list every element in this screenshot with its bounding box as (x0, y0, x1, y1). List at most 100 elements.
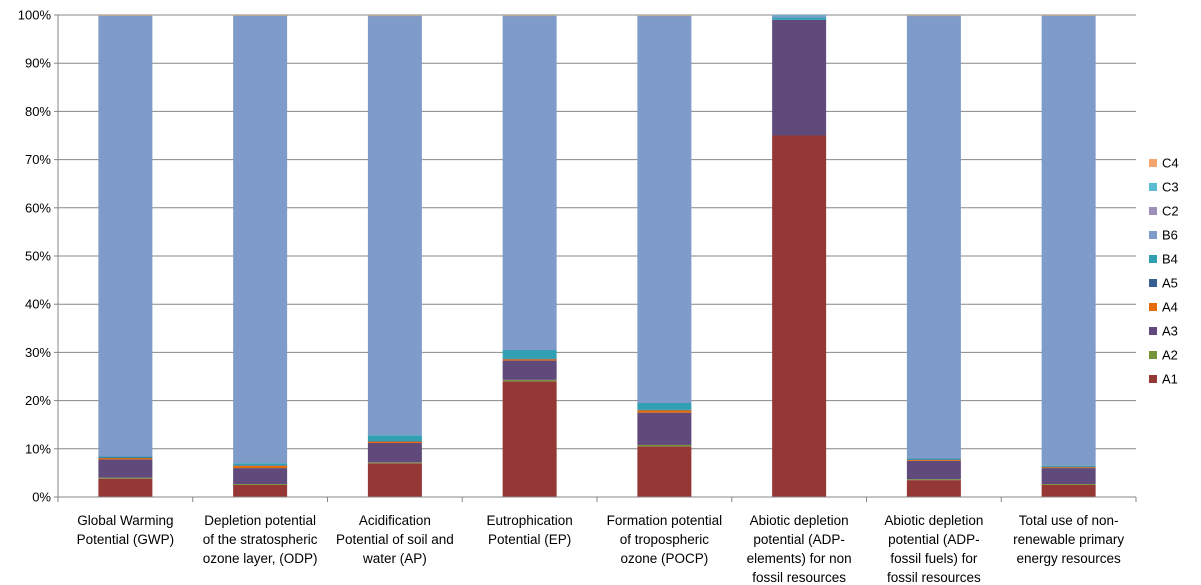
legend-swatch-a2 (1149, 351, 1157, 359)
y-tick-label: 100% (18, 8, 52, 23)
bar-segment-b4 (1041, 465, 1096, 467)
bar-segment-a3 (772, 19, 827, 136)
bar-segment-a3 (637, 412, 692, 445)
x-category-label: elements) for non (747, 551, 852, 566)
bar-segment-a1 (502, 381, 557, 497)
x-category-label: Potential of soil and (336, 532, 454, 547)
bar-segment-c4 (637, 15, 692, 16)
x-category-label: Total use of non- (1019, 513, 1119, 528)
x-category-label: Abiotic depletion (750, 513, 849, 528)
bar-segment-a4 (637, 410, 692, 413)
y-tick-label: 20% (25, 393, 51, 408)
bar-segment-a3 (98, 459, 153, 478)
legend-label-c3: C3 (1162, 180, 1179, 195)
bar-segment-c4 (98, 15, 153, 16)
x-category-label: fossil resources (752, 570, 846, 585)
legend-swatch-a4 (1149, 303, 1157, 311)
x-category-label: Global Warming (77, 513, 173, 528)
bar-segment-b4 (367, 435, 422, 442)
bar-segment-a5 (233, 465, 288, 466)
bar-segment-b6 (906, 16, 961, 459)
legend-swatch-c3 (1149, 183, 1157, 191)
bar-segment-a5 (906, 459, 961, 460)
bar-segment-c4 (502, 15, 557, 16)
bar-segment-b6 (502, 16, 557, 350)
bar-segment-a4 (1041, 467, 1096, 469)
legend-swatch-a5 (1149, 279, 1157, 287)
x-category-label: Acidification (359, 513, 431, 528)
bar-segment-c4 (1041, 15, 1096, 16)
bar-segment-a2 (1041, 483, 1096, 485)
bar-segment-b6 (233, 15, 288, 464)
x-category-label: Eutrophication (486, 513, 572, 528)
bar-segment-c2 (367, 15, 422, 17)
x-category-label: potential (ADP- (753, 532, 845, 547)
bar-segment-b4 (502, 349, 557, 359)
bar-segment-a3 (906, 460, 961, 480)
bar-segment-a5 (502, 358, 557, 360)
x-category-label: of the stratospheric (203, 532, 318, 547)
bar-segment-c2 (637, 15, 692, 17)
bar-segment-a5 (98, 457, 153, 459)
x-category-label: fossil resources (887, 570, 981, 585)
x-category-label: Potential (EP) (488, 532, 571, 547)
legend-swatch-a1 (1149, 375, 1157, 383)
legend-label-a3: A3 (1162, 324, 1178, 339)
bar-segment-c4 (906, 15, 961, 16)
bar-segment-b6 (772, 15, 827, 18)
legend-label-a2: A2 (1162, 348, 1178, 363)
bar-segment-a1 (98, 478, 153, 497)
legend-label-b4: B4 (1162, 252, 1178, 267)
x-category-label: fossil fuels) for (890, 551, 978, 566)
x-category-label: Potential (GWP) (77, 532, 175, 547)
legend-label-c4: C4 (1162, 156, 1179, 171)
bar-segment-a2 (906, 479, 961, 481)
bar-segment-a5 (637, 409, 692, 411)
bar-segment-b4 (233, 463, 288, 466)
legend-swatch-c2 (1149, 207, 1157, 215)
y-tick-label: 30% (25, 345, 51, 360)
x-category-label: potential (ADP- (888, 532, 980, 547)
y-tick-label: 0% (32, 490, 51, 505)
x-category-label: Depletion potential (204, 513, 316, 528)
bar-segment-a1 (906, 480, 961, 497)
bar-segment-c4 (367, 15, 422, 16)
bar-segment-a5 (367, 441, 422, 442)
y-tick-label: 10% (25, 441, 51, 456)
legend: C4 C3 C2 B6 B4 A5 A4 A3 A2 A1 (1149, 156, 1179, 387)
bar-segment-a3 (233, 468, 288, 484)
y-tick-label: 60% (25, 200, 51, 215)
y-tick-label: 90% (25, 56, 51, 71)
legend-swatch-c4 (1149, 159, 1157, 167)
legend-label-a5: A5 (1162, 276, 1178, 291)
bar-segment-a1 (637, 446, 692, 497)
bar-segment-c3 (502, 15, 557, 17)
bar-segment-c2 (502, 15, 557, 17)
bar-segment-a4 (98, 457, 153, 460)
y-tick-label: 50% (25, 249, 51, 264)
bar-segment-c4 (233, 15, 288, 16)
bar-segment-a4 (906, 459, 961, 461)
bar-segment-a3 (1041, 468, 1096, 484)
x-category-label: renewable primary (1013, 532, 1124, 547)
legend-swatch-b6 (1149, 231, 1157, 239)
bar-segment-b4 (98, 456, 153, 458)
bar-segment-a1 (772, 135, 827, 497)
x-category-label: of tropospheric (620, 532, 710, 547)
bar-segment-a2 (98, 477, 153, 479)
bar-segment-a4 (367, 441, 422, 444)
legend-label-a4: A4 (1162, 300, 1178, 315)
x-category-label: energy resources (1016, 551, 1121, 566)
bar-segment-a2 (233, 483, 288, 485)
bar-segment-b4 (772, 17, 827, 20)
bar-segment-a1 (1041, 484, 1096, 497)
gridlines (58, 14, 1136, 498)
bar-segment-b6 (1041, 15, 1096, 466)
bar-segment-c3 (906, 15, 961, 17)
y-tick-label: 70% (25, 152, 51, 167)
bar-segment-b6 (367, 16, 422, 436)
bar-segment-b6 (637, 16, 692, 404)
bar-segment-a3 (502, 360, 557, 380)
x-axis (54, 14, 1137, 502)
bar-segment-a4 (233, 465, 288, 469)
